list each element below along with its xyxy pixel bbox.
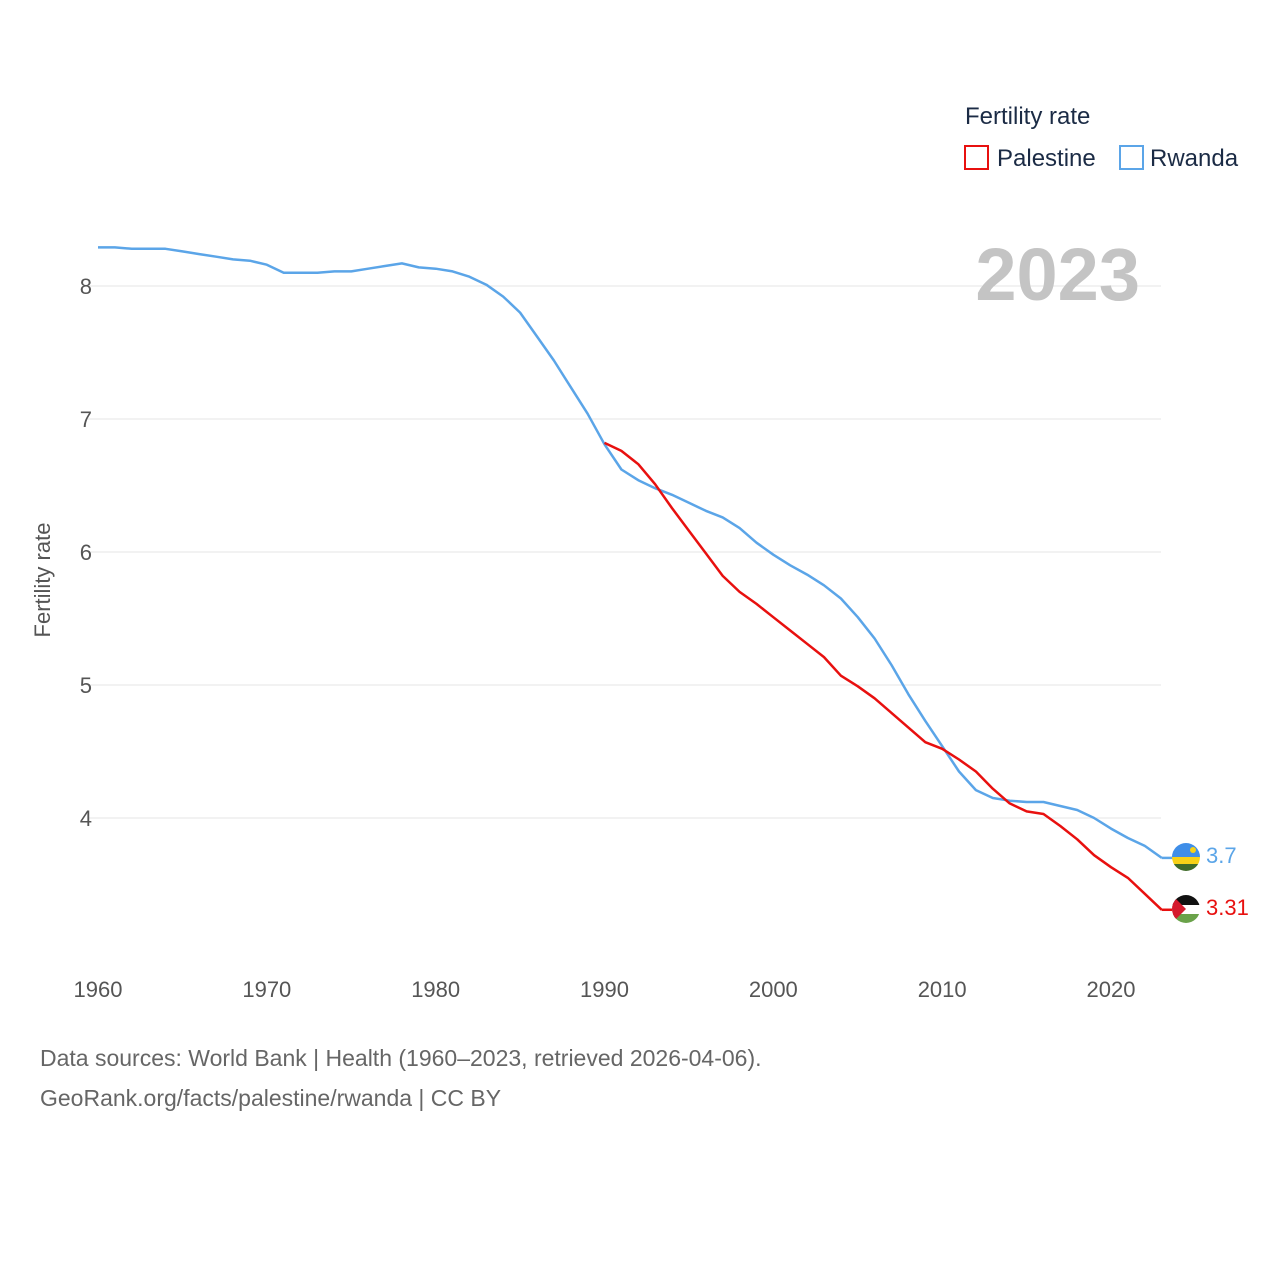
x-tick-label-1970: 1970 bbox=[242, 977, 291, 1002]
legend: Fertility rate Palestine Rwanda bbox=[964, 103, 1239, 172]
x-tick-label-2000: 2000 bbox=[749, 977, 798, 1002]
grid-lines bbox=[88, 285, 1161, 819]
legend-swatch-rwanda bbox=[1119, 145, 1144, 170]
legend-label-rwanda: Rwanda bbox=[1150, 145, 1239, 172]
series-lines bbox=[98, 246, 1174, 912]
y-tick-label-7: 7 bbox=[80, 407, 92, 432]
rwanda-end-label: 3.7 bbox=[1206, 843, 1237, 868]
series-line-rwanda bbox=[98, 246, 1163, 859]
x-tick-label-2010: 2010 bbox=[918, 977, 967, 1002]
year-label: 2023 bbox=[975, 233, 1140, 316]
y-axis-ticks: 4 5 6 7 8 bbox=[80, 274, 92, 831]
y-tick-label-8: 8 bbox=[80, 274, 92, 299]
legend-title: Fertility rate bbox=[965, 103, 1090, 130]
y-tick-label-5: 5 bbox=[80, 673, 92, 698]
y-axis-title: Fertility rate bbox=[30, 523, 55, 638]
footer-link: GeoRank.org/facts/palestine/rwanda | CC … bbox=[40, 1085, 502, 1111]
rwanda-flag-icon bbox=[1172, 843, 1200, 871]
x-axis-ticks: 1960 1970 1980 1990 2000 2010 2020 bbox=[74, 977, 1136, 1002]
x-tick-label-1960: 1960 bbox=[74, 977, 123, 1002]
palestine-flag-icon bbox=[1172, 895, 1200, 923]
footer-sources: Data sources: World Bank | Health (1960–… bbox=[40, 1045, 762, 1071]
series-line-palestine bbox=[603, 441, 1163, 911]
x-tick-label-1990: 1990 bbox=[580, 977, 629, 1002]
legend-swatch-palestine bbox=[964, 145, 989, 170]
legend-label-palestine: Palestine bbox=[997, 145, 1096, 172]
x-tick-label-2020: 2020 bbox=[1087, 977, 1136, 1002]
x-tick-label-1980: 1980 bbox=[411, 977, 460, 1002]
y-tick-label-6: 6 bbox=[80, 540, 92, 565]
y-tick-label-4: 4 bbox=[80, 806, 92, 831]
palestine-end-label: 3.31 bbox=[1206, 895, 1249, 920]
